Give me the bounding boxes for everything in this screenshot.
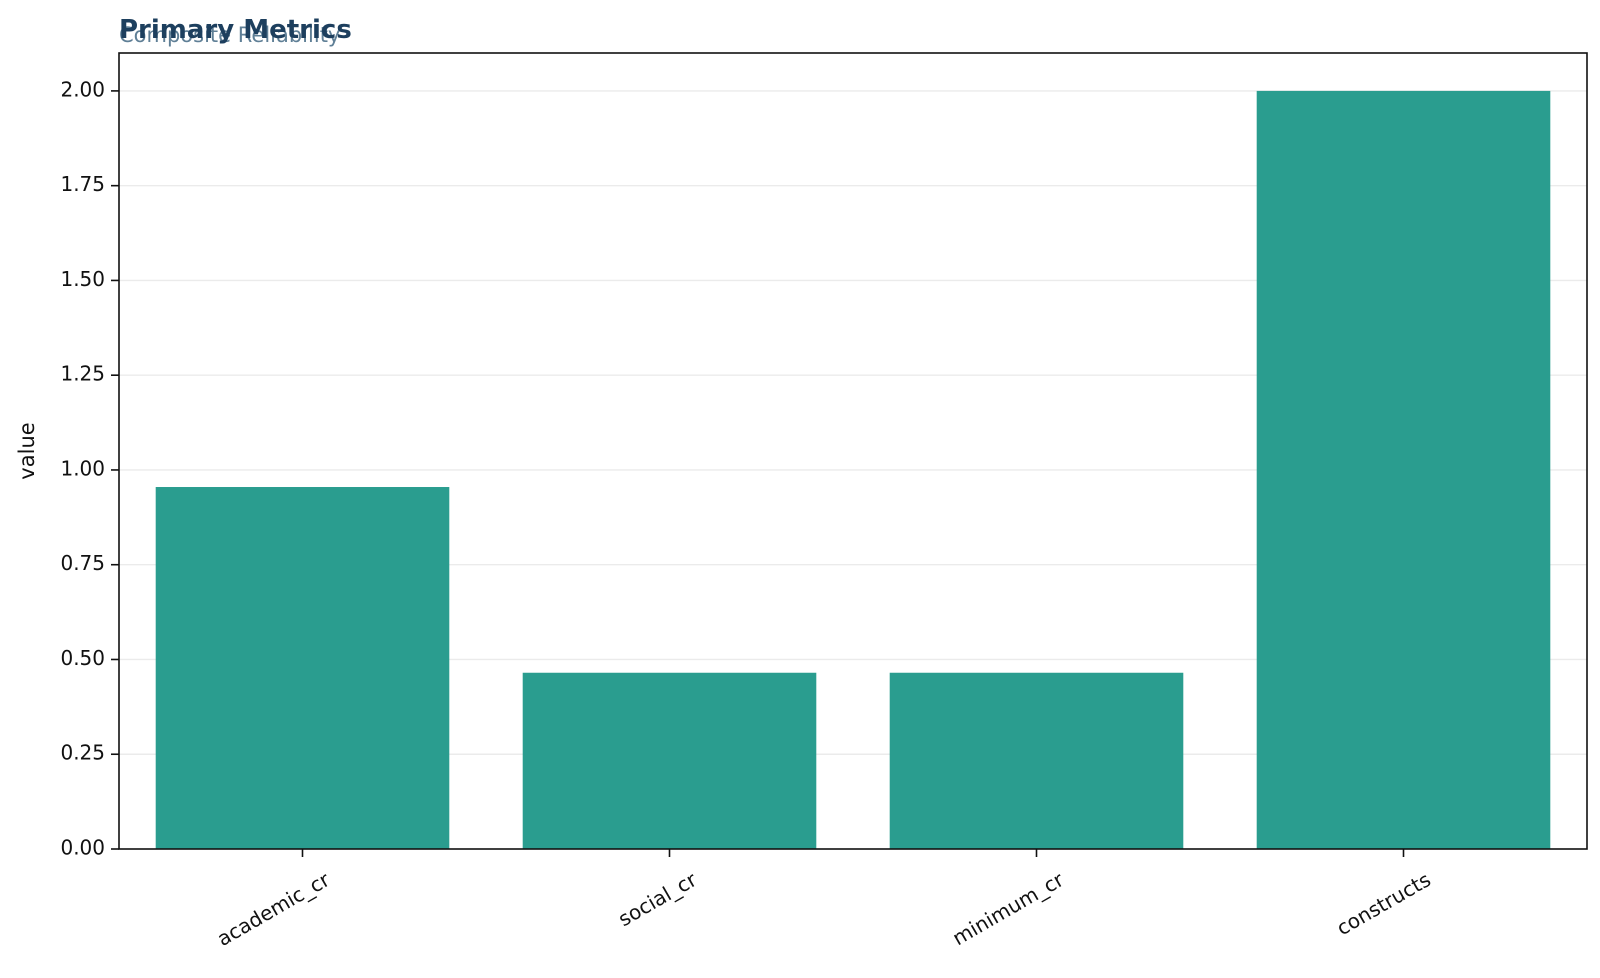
y-tick-label: 2.00 bbox=[60, 77, 105, 101]
y-tick-label: 1.00 bbox=[60, 456, 105, 480]
y-tick-label: 0.25 bbox=[60, 741, 105, 765]
x-axis-ticks: academic_cr social_cr minimum_cr constructs bbox=[213, 849, 1435, 951]
bars bbox=[155, 90, 1551, 849]
bar-minimum-cr bbox=[889, 672, 1184, 849]
y-tick-label: 0.75 bbox=[60, 551, 105, 575]
y-axis-title: value bbox=[15, 422, 39, 479]
chart-title: Primary Metrics bbox=[119, 15, 352, 45]
bar-academic-cr bbox=[155, 487, 450, 849]
x-tick-label: social_cr bbox=[614, 867, 701, 931]
x-tick-label: academic_cr bbox=[213, 867, 335, 951]
y-tick-label: 1.75 bbox=[60, 172, 105, 196]
chart-subtitle: Composite Reliability bbox=[119, 23, 340, 47]
x-tick-label: minimum_cr bbox=[948, 867, 1068, 950]
bar-social-cr bbox=[522, 672, 817, 849]
y-axis-ticks: 0.00 0.25 0.50 0.75 1.00 1.25 1.50 1.75 2.00 bbox=[60, 77, 119, 860]
x-tick-label: constructs bbox=[1332, 867, 1434, 940]
y-tick-label: 0.50 bbox=[60, 646, 105, 670]
plot-frame bbox=[118, 52, 1588, 850]
bar-constructs bbox=[1256, 90, 1551, 849]
y-tick-label: 0.00 bbox=[60, 836, 105, 860]
y-tick-label: 1.50 bbox=[60, 267, 105, 291]
y-tick-label: 1.25 bbox=[60, 362, 105, 386]
